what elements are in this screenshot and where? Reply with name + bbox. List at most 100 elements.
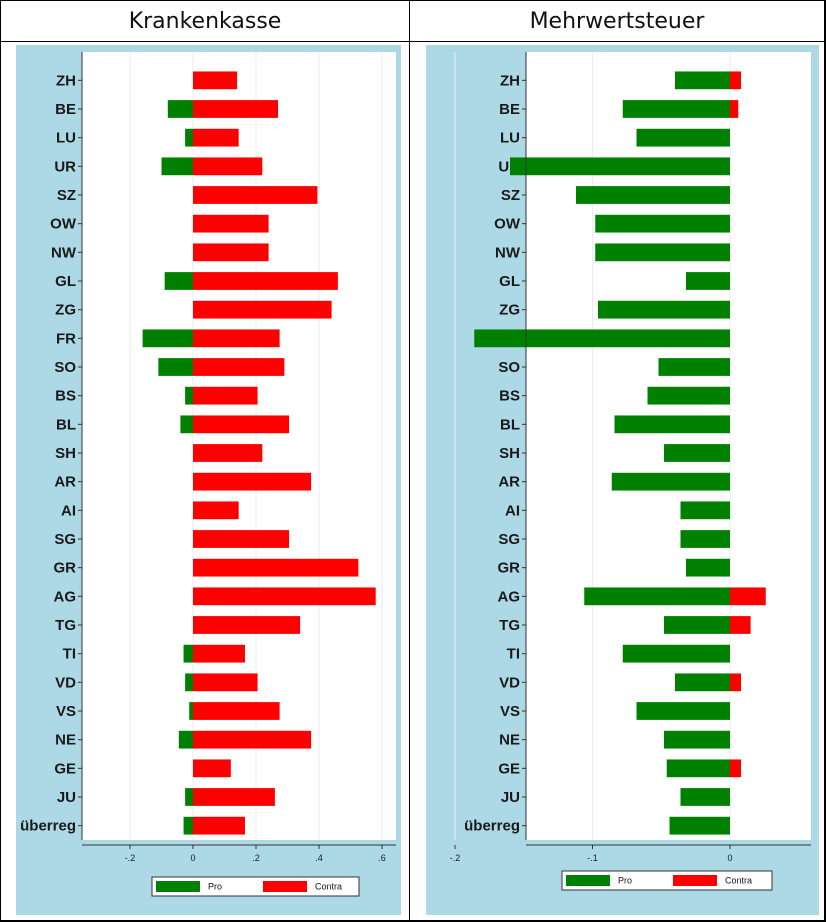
category-label: überreg: [464, 818, 520, 835]
category-label: TG: [55, 617, 76, 634]
bar-contra-GR: [193, 558, 359, 577]
bar-contra-überreg: [193, 816, 245, 835]
bar-contra-ZG: [193, 300, 332, 319]
bar-contra-SO: [193, 358, 285, 376]
category-label: AI: [505, 502, 520, 519]
legend-swatch-contra: [263, 881, 307, 892]
bar-contra-NE: [193, 730, 312, 749]
x-tick-label: -.1: [587, 853, 598, 863]
bar-contra-BE: [193, 100, 279, 118]
bar-pro-FR: [474, 329, 730, 348]
bar-pro-VD: [675, 673, 730, 692]
category-label: NE: [499, 732, 520, 749]
bar-pro-FR: [142, 329, 193, 348]
legend-swatch-contra: [673, 875, 717, 886]
category-label: VS: [56, 703, 76, 720]
category-label: LU: [56, 130, 76, 147]
category-label: JU: [57, 789, 76, 806]
bar-pro-VS: [636, 702, 730, 720]
bar-pro-überreg: [183, 816, 193, 835]
category-label: UR: [54, 158, 76, 175]
table-border-left: [0, 0, 1, 922]
bar-pro-VD: [185, 673, 193, 692]
bar-pro-BL: [180, 415, 193, 434]
bar-pro-SZ: [576, 186, 730, 204]
bar-contra-VS: [193, 702, 280, 720]
legend-label-contra: Contra: [725, 876, 752, 886]
bar-pro-UR: [510, 157, 730, 176]
bar-pro-GE: [666, 759, 730, 778]
category-label: NW: [51, 244, 77, 261]
x-tick-label: -.2: [125, 853, 136, 863]
bar-contra-ZH: [193, 71, 238, 90]
category-label: ZH: [500, 72, 520, 89]
category-label: SO: [54, 359, 76, 376]
category-label: BE: [499, 101, 520, 118]
bar-contra-GE: [730, 759, 741, 778]
category-label: BS: [499, 388, 520, 405]
category-label: NE: [55, 732, 76, 749]
bar-pro-NE: [178, 730, 193, 749]
bar-pro-NW: [595, 243, 730, 262]
bar-pro-SO: [658, 358, 730, 376]
bar-pro-LU: [636, 128, 730, 147]
category-label: BS: [55, 388, 76, 405]
category-label: ZG: [499, 302, 520, 319]
bar-pro-VS: [189, 702, 193, 720]
category-label: GE: [54, 760, 76, 777]
bar-pro-AI: [680, 501, 730, 520]
category-label: AR: [54, 474, 76, 491]
table-border-bottom: [0, 920, 826, 922]
bar-pro-NE: [664, 730, 730, 749]
bar-contra-NW: [193, 243, 269, 262]
category-label: AR: [498, 474, 520, 491]
bar-contra-AR: [193, 472, 312, 491]
legend-swatch-pro: [566, 875, 610, 886]
bar-pro-OW: [595, 214, 730, 233]
category-label: GL: [55, 273, 76, 290]
chart-krankenkasse: ZH BE LU UR SZ OW NW GL ZG FR SO BS BL SH AR AI SG GR AG TG…: [20, 52, 396, 897]
chart-panel-krankenkasse: ZH BE LU UR SZ OW NW GL ZG FR SO BS BL SH AR AI SG GR AG TG…: [16, 45, 401, 915]
bar-contra-GE: [193, 759, 231, 778]
column-header-krankenkasse: Krankenkasse: [128, 8, 282, 34]
legend-swatch-pro: [156, 881, 200, 892]
bar-contra-UR: [193, 157, 263, 176]
bar-pro-TI: [183, 644, 193, 663]
bar-pro-GL: [164, 272, 193, 290]
category-label: TI: [63, 646, 76, 663]
legend-label-pro: Pro: [618, 876, 632, 886]
bar-pro-TI: [622, 644, 730, 663]
bar-pro-ZG: [598, 300, 730, 319]
bar-pro-SO: [158, 358, 193, 376]
bar-contra-AG: [193, 587, 376, 606]
category-label: VD: [499, 674, 520, 691]
category-label: SG: [498, 531, 520, 548]
bar-pro-LU: [185, 128, 193, 147]
category-label: BE: [55, 101, 76, 118]
bar-pro-AG: [584, 587, 730, 606]
column-header-mehrwertsteuer: Mehrwertsteuer: [529, 8, 705, 34]
category-label: OW: [494, 216, 521, 233]
category-label: ZH: [56, 72, 76, 89]
category-label: VS: [500, 703, 520, 720]
x-tick-label: .4: [315, 853, 323, 863]
bar-contra-AG: [730, 587, 766, 606]
bar-contra-VD: [730, 673, 741, 692]
category-label: LU: [500, 130, 520, 147]
bar-contra-BE: [730, 100, 739, 118]
bar-contra-JU: [193, 788, 275, 806]
bar-pro-TG: [664, 616, 730, 634]
bar-contra-SZ: [193, 186, 318, 204]
bar-contra-SG: [193, 530, 290, 548]
bar-contra-BS: [193, 386, 258, 405]
chart-panel-mehrwertsteuer: ZHBELUURSZOWNWGLZGFRSOBSBLSHARAISGGRAGTG…: [426, 45, 819, 915]
bar-contra-AI: [193, 501, 239, 520]
category-label: AG: [54, 588, 77, 605]
bar-contra-VD: [193, 673, 258, 692]
category-label: TI: [507, 646, 520, 663]
x-tick-label: .2: [252, 853, 260, 863]
bar-contra-GL: [193, 272, 338, 290]
category-label: SH: [55, 445, 76, 462]
category-label: GE: [498, 760, 520, 777]
x-tick-label: .6: [378, 853, 386, 863]
